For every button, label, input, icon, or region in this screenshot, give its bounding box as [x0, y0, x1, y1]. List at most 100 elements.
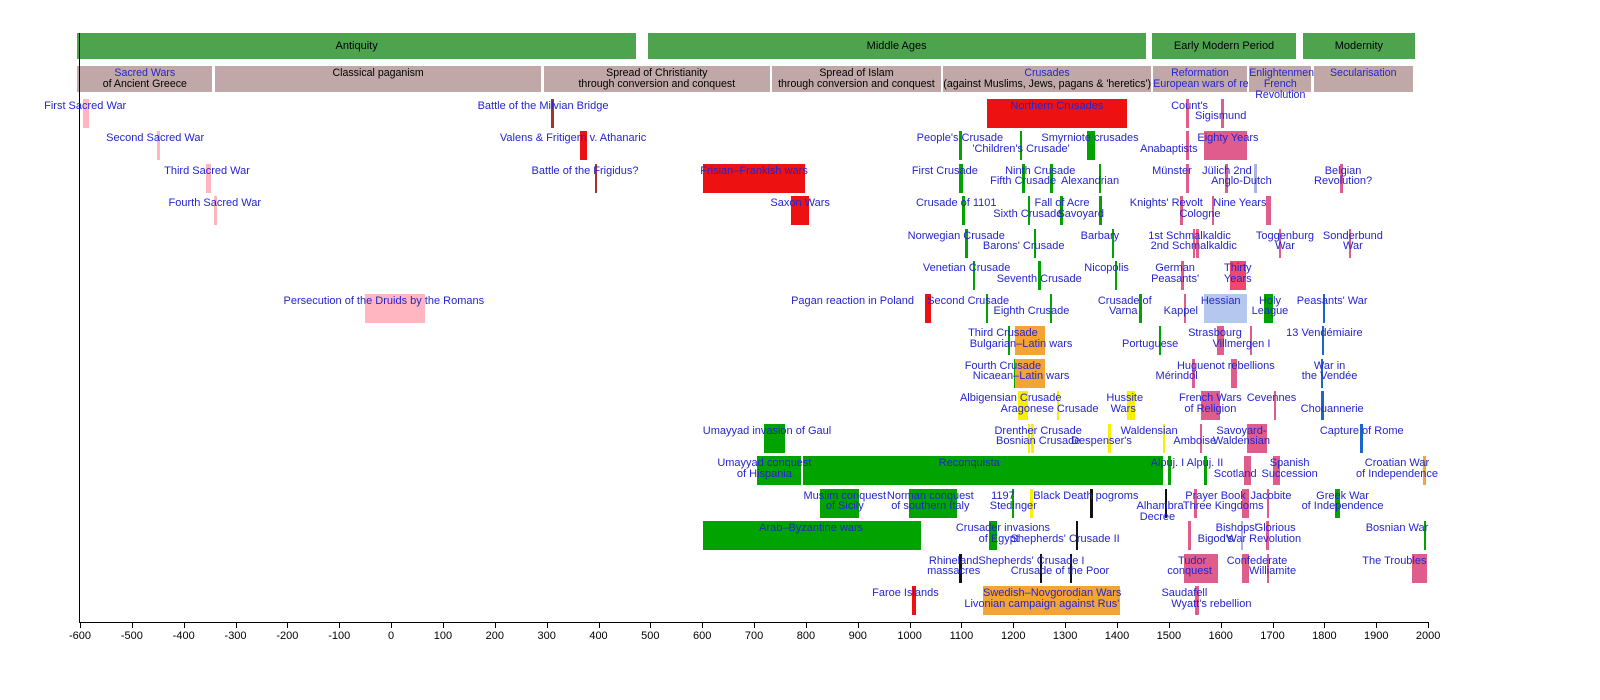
event-label-black-death-pogroms[interactable]: Black Death pogroms	[1033, 489, 1139, 502]
event-label-swedish-novgorodian-wars[interactable]: Swedish–Novgorodian Wars	[982, 587, 1122, 599]
event-label-schmalkaldic[interactable]: 2nd Schmalkaldic	[1150, 240, 1237, 253]
event-label-anabaptists[interactable]: Anabaptists	[1140, 142, 1198, 155]
event-label-three-kingdoms[interactable]: Three Kingdoms	[1182, 500, 1264, 513]
event-label-crusader-invasions-of-egypt[interactable]: Crusader invasions	[955, 522, 1050, 534]
event-label-prayer-book[interactable]: Prayer Book	[1185, 489, 1246, 502]
event-label-crusade-of-1197[interactable]: 1197	[991, 489, 1015, 502]
event-label-battle-of-the-milvian-bridge[interactable]: Battle of the Milvian Bridge	[477, 99, 609, 112]
event-label-fourth-sacred-war[interactable]: Fourth Sacred War	[168, 197, 262, 209]
event-label-glorious-revolution[interactable]: Revolution	[1249, 532, 1302, 545]
event-label-holy-league[interactable]: Holy	[1258, 294, 1281, 307]
event-label-alhambra-decree[interactable]: Alhambra	[1136, 500, 1184, 513]
event-label-chouannerie[interactable]: Chouannerie	[1300, 402, 1364, 415]
reformation-era[interactable]: Reformation European wars of religion	[1153, 66, 1273, 92]
event-label-crusade-of-varna[interactable]: Crusade of	[1097, 294, 1152, 307]
event-label-first-crusade[interactable]: First Crusade	[911, 164, 978, 177]
event-label-merindol[interactable]: Mérindol	[1155, 370, 1198, 383]
event-label-nicaean-latin-wars[interactable]: Nicaean–Latin wars	[972, 370, 1070, 383]
event-label-croatian-war-of-independence[interactable]: Croatian War	[1364, 457, 1430, 469]
event-label-rhineland-massacres[interactable]: Rhineland	[928, 554, 979, 567]
event-label-savoyard-waldensian[interactable]: Savoyard-	[1216, 424, 1267, 437]
event-label-belgian-revolution[interactable]: Revolution?	[1314, 175, 1373, 188]
enlightenment-era[interactable]: Enlightenment French Revolution	[1249, 66, 1317, 101]
event-label-eighty-years[interactable]: Eighty Years	[1197, 132, 1259, 144]
event-label-albigensian-crusade[interactable]: Albigensian Crusade	[959, 392, 1062, 404]
event-label-julich-anglo-dutch[interactable]: Anglo-Dutch	[1211, 175, 1272, 188]
event-label-bulgarian-latin-wars[interactable]: Bulgarian–Latin wars	[969, 337, 1073, 350]
event-label-bosnian-war[interactable]: Bosnian War	[1365, 522, 1429, 534]
event-label-toggenburg-war[interactable]: War	[1275, 240, 1295, 253]
event-label-spanish-succession[interactable]: Spanish	[1269, 457, 1310, 469]
event-label-crusader-invasions-of-egypt[interactable]: of Egypt	[978, 532, 1019, 545]
event-label-reconquista[interactable]: Reconquista	[938, 457, 1000, 469]
event-label-smyrniote-crusades[interactable]: Smyrniote crusades	[1041, 132, 1139, 144]
event-label-saudafell[interactable]: Saudafell	[1161, 587, 1208, 599]
sacred-wars-era[interactable]: Sacred Wars of Ancient Greece	[77, 66, 213, 92]
event-label-greek-war-of-independence[interactable]: Greek War	[1316, 489, 1369, 502]
event-label-jacobite[interactable]: Jacobite	[1250, 489, 1292, 502]
event-label-bishops-war[interactable]: Bishops'	[1215, 522, 1257, 534]
event-label-counts[interactable]: Count's	[1171, 99, 1209, 112]
event-label-bigods[interactable]: Bigod's	[1197, 532, 1234, 545]
event-label-muslim-conquest-of-sicily[interactable]: Muslim conquest	[803, 489, 887, 502]
event-label-portuguese[interactable]: Portuguese	[1122, 337, 1179, 350]
event-label-third-sacred-war[interactable]: Third Sacred War	[164, 164, 250, 177]
event-label-alexandrian[interactable]: Alexandrian	[1060, 175, 1120, 188]
event-label-glorious-revolution[interactable]: Glorious	[1254, 522, 1296, 534]
event-label-amboise[interactable]: Amboise	[1173, 435, 1217, 448]
enlightenment-era-label[interactable]: Enlightenment	[1249, 67, 1317, 79]
event-label-sixth-crusade[interactable]: Sixth Crusade	[993, 207, 1063, 220]
event-label-the-troubles[interactable]: The Troubles	[1362, 554, 1427, 567]
event-label-norman-conquest-of-southern-italy[interactable]: of southern Italy	[891, 500, 970, 513]
event-label-battle-of-the-frigidus[interactable]: Battle of the Frigidus?	[531, 164, 639, 177]
reformation-era-label[interactable]: Reformation	[1171, 67, 1229, 79]
event-label-aragonese-crusade[interactable]: Aragonese Crusade	[1000, 402, 1099, 415]
event-label-sonderbund-war[interactable]: War	[1343, 240, 1363, 253]
event-label-german-peasants[interactable]: German	[1155, 262, 1195, 274]
event-label-shepherds-crusade-i[interactable]: Shepherds' Crusade I	[978, 554, 1085, 567]
event-label-scotland[interactable]: Scotland	[1213, 467, 1257, 480]
event-label-capture-of-rome[interactable]: Capture of Rome	[1319, 424, 1404, 437]
event-label-sonderbund-war[interactable]: Sonderbund	[1322, 229, 1383, 242]
event-label-kappel[interactable]: Kappel	[1163, 305, 1198, 318]
sacred-wars-era-label[interactable]: Sacred Wars	[114, 67, 176, 79]
event-label-faroe-islands[interactable]: Faroe Islands	[872, 587, 939, 599]
event-label-umayyad-conquest-of-hispania[interactable]: of Hispania	[736, 467, 792, 480]
event-label-greek-war-of-independence[interactable]: of Independence	[1301, 500, 1384, 513]
event-label-knights-revolt[interactable]: Knights' Revolt	[1129, 197, 1203, 209]
event-label-peoples-crusade[interactable]: People's Crusade	[916, 132, 1004, 144]
event-label-second-sacred-war[interactable]: Second Sacred War	[106, 132, 205, 144]
event-label-croatian-war-of-independence[interactable]: of Independence	[1356, 467, 1438, 480]
event-label-peasants-war[interactable]: Peasants' War	[1296, 294, 1368, 307]
event-label-northern-crusades[interactable]: Northern Crusades	[1010, 99, 1104, 112]
event-label-thirty-years[interactable]: Years	[1223, 272, 1252, 285]
secularisation-era-label[interactable]: Secularisation	[1329, 67, 1397, 79]
event-label-waldensian[interactable]: Waldensian	[1120, 424, 1178, 437]
event-label-cevennes[interactable]: Cevennes	[1246, 392, 1297, 404]
event-label-venetian-crusade[interactable]: Venetian Crusade	[922, 262, 1011, 274]
event-label-saxon-wars[interactable]: Saxon Wars	[770, 197, 830, 209]
event-label-nicopolis[interactable]: Nicopolis	[1084, 262, 1129, 274]
event-label-war-in-the-vendee[interactable]: War in	[1313, 359, 1346, 372]
event-label-german-peasants[interactable]: Peasants'	[1151, 272, 1200, 285]
event-label-savoyard-waldensian[interactable]: Waldensian	[1212, 435, 1270, 448]
event-label-childrens-crusade[interactable]: 'Children's Crusade'	[972, 142, 1070, 155]
event-label-fifth-crusade[interactable]: Fifth Crusade	[990, 175, 1057, 188]
event-label-fourth-crusade[interactable]: Fourth Crusade	[964, 359, 1042, 372]
event-label-barbary[interactable]: Barbary	[1080, 229, 1120, 242]
event-label-schmalkaldic[interactable]: 1st Schmalkaldic	[1148, 229, 1231, 242]
event-label-thirteen-vendemiaire[interactable]: 13 Vendémiaire	[1286, 327, 1363, 339]
event-label-arab-byzantine-wars[interactable]: Arab–Byzantine wars	[759, 522, 864, 534]
event-label-hussite-wars[interactable]: Wars	[1110, 402, 1136, 415]
event-label-barons-crusade[interactable]: Barons' Crusade	[982, 240, 1065, 253]
event-label-spanish-succession[interactable]: Succession	[1261, 467, 1318, 480]
event-label-eighth-crusade[interactable]: Eighth Crusade	[993, 305, 1070, 318]
event-label-confederate[interactable]: Confederate	[1226, 554, 1288, 567]
event-label-munster[interactable]: Münster	[1152, 164, 1192, 177]
event-label-alpujarras[interactable]: Alpuj. I Alpuj. II	[1150, 457, 1224, 469]
event-label-sigismund[interactable]: Sigismund	[1195, 110, 1247, 123]
event-label-holy-league[interactable]: League	[1251, 305, 1289, 318]
event-label-ninth-crusade[interactable]: Ninth Crusade	[1005, 164, 1076, 177]
event-label-bosnian-crusade[interactable]: Bosnian Crusade	[995, 435, 1081, 448]
event-label-umayyad-invasion-of-gaul[interactable]: Umayyad invasion of Gaul	[702, 424, 832, 437]
